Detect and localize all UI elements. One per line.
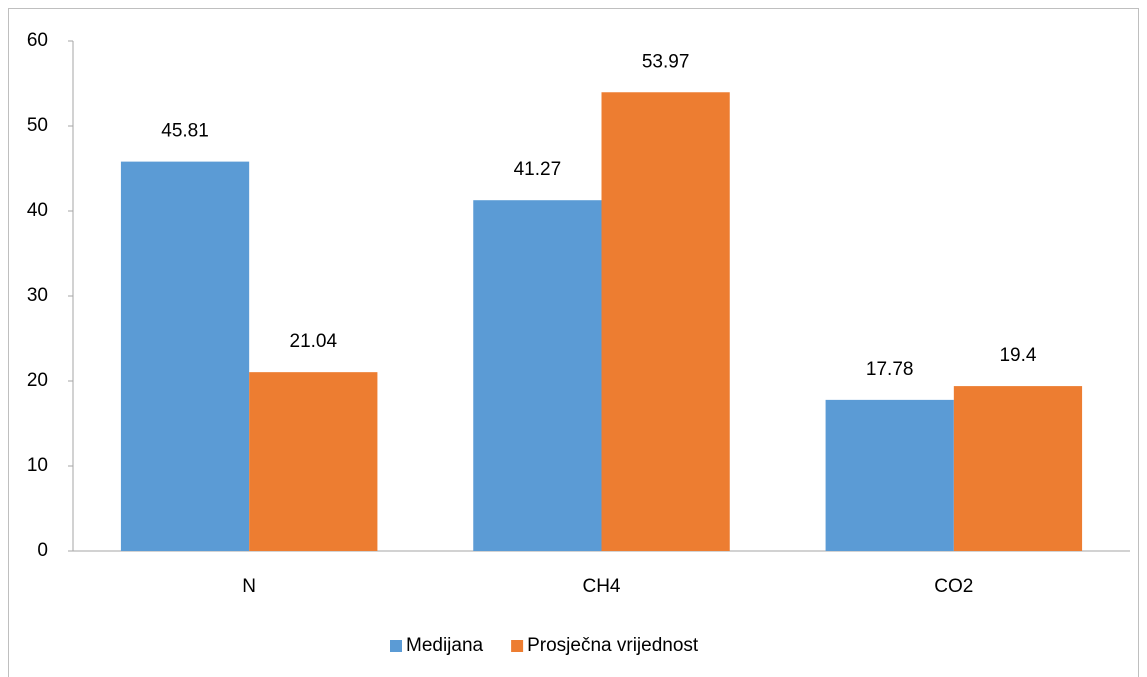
bar (601, 92, 730, 551)
bar (953, 386, 1083, 551)
x-tick-label: CH4 (582, 576, 620, 597)
legend-label: Prosječna vrijednost (527, 635, 699, 656)
y-tick-label: 60 (27, 30, 48, 51)
legend-swatch (511, 640, 524, 652)
data-label: 41.27 (514, 159, 562, 180)
legend-swatch (390, 640, 402, 652)
y-tick-label: 50 (27, 115, 48, 136)
x-tick-label: CO2 (934, 576, 973, 597)
data-label: 17.78 (866, 359, 914, 380)
y-tick-label: 10 (27, 455, 48, 476)
y-tick-label: 40 (27, 200, 48, 221)
data-label: 53.97 (642, 51, 690, 72)
data-label: 45.81 (161, 121, 209, 142)
bar (120, 161, 250, 552)
bar (473, 200, 602, 551)
y-tick-label: 20 (27, 370, 48, 391)
x-tick-label: N (242, 576, 256, 597)
legend-label: Medijana (406, 635, 484, 656)
chart-border (8, 8, 1139, 677)
bar (825, 399, 954, 551)
y-tick-label: 30 (27, 285, 48, 306)
data-label: 21.04 (290, 331, 338, 352)
y-tick-label: 0 (37, 540, 48, 561)
data-label: 19.4 (999, 345, 1036, 366)
bar (249, 372, 378, 551)
